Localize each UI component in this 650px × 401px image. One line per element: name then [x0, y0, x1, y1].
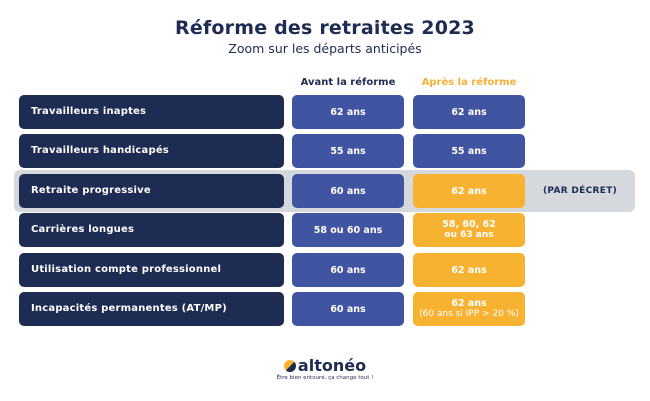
row-label: Incapacités permanentes (AT/MP)	[19, 292, 284, 326]
row-label: Utilisation compte professionnel prévent…	[19, 253, 284, 309]
page-title: Réforme des retraites 2023	[175, 17, 475, 39]
row-label: Travailleurs handicapés	[19, 134, 284, 168]
cell-after: 62 ans (60 ans si IPP > 20 %)	[413, 292, 525, 326]
page-subtitle: Zoom sur les départs anticipés	[228, 41, 422, 56]
cell-before: 58 ou 60 ans	[292, 213, 404, 247]
cell-after: 62 ans	[413, 253, 525, 287]
cell-after: 62 ans	[413, 95, 525, 129]
cell-before: 55 ans	[292, 134, 404, 168]
table-row: Travailleurs inaptes 62 ans 62 ans	[0, 95, 650, 129]
altoneo-logo-icon	[283, 360, 296, 372]
row-label: Travailleurs inaptes	[19, 95, 284, 129]
column-header-before: Avant la réforme	[300, 77, 396, 88]
brand-logo: altonéo	[0, 356, 650, 375]
table-row: Incapacités permanentes (AT/MP) 60 ans 6…	[0, 292, 650, 326]
cell-before: 60 ans	[292, 292, 404, 326]
column-header-after: Après la réforme	[421, 77, 517, 88]
brand-name: altonéo	[297, 356, 367, 375]
cell-before: 62 ans	[292, 95, 404, 129]
cell-after-main: 58, 60, 62	[442, 219, 496, 230]
row-label: Carrières longues	[19, 213, 284, 247]
table-row: Utilisation compte professionnel prévent…	[0, 253, 650, 309]
cell-after: 62 ans	[413, 174, 525, 208]
table-row-highlighted: Retraite progressive 60 ans 62 ans (PAR …	[0, 170, 650, 212]
cell-after-sub: ou 63 ans	[444, 230, 494, 240]
row-note: (PAR DÉCRET)	[543, 186, 618, 196]
cell-after: 58, 60, 62 ou 63 ans	[413, 213, 525, 247]
cell-after: 55 ans	[413, 134, 525, 168]
cell-before: 60 ans	[292, 253, 404, 287]
table-row: Carrières longues 58 ou 60 ans 58, 60, 6…	[0, 213, 650, 247]
table-row: Travailleurs handicapés 55 ans 55 ans	[0, 134, 650, 168]
cell-before: 60 ans	[292, 174, 404, 208]
row-label: Retraite progressive	[19, 174, 284, 208]
brand-tagline: Être bien entouré, ça change tout !	[276, 375, 374, 381]
cell-after-main: 62 ans	[451, 298, 487, 309]
cell-after-sub: (60 ans si IPP > 20 %)	[419, 309, 519, 319]
